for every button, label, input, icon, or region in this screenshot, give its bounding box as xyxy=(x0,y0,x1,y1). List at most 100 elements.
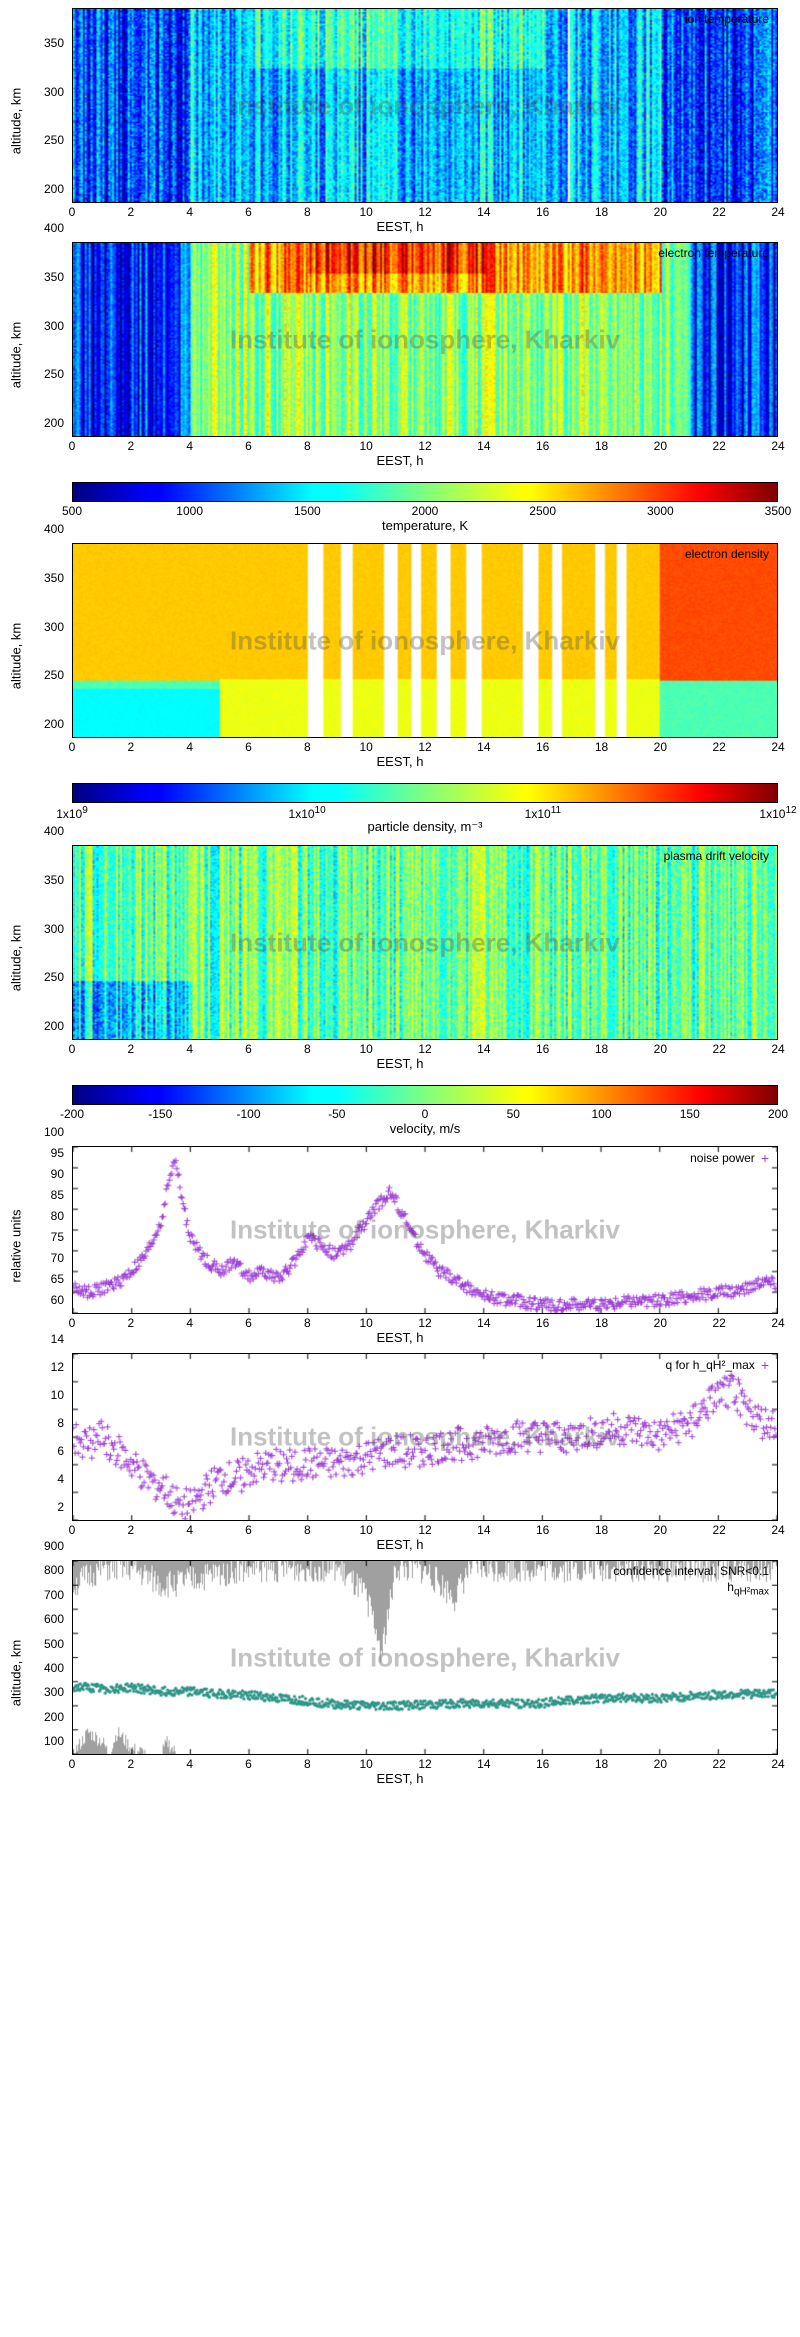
y-ticks: 2468101214 xyxy=(10,1353,70,1521)
x-ticks: 024681012141618202224 xyxy=(72,1314,778,1332)
colorbar-tick: -50 xyxy=(328,1107,345,1121)
heatmap-canvas xyxy=(73,243,777,436)
y-ticks: 6065707580859095100 xyxy=(10,1146,70,1314)
y-tick: 250 xyxy=(44,133,64,147)
scatter-canvas xyxy=(73,1147,777,1313)
x-tick: 6 xyxy=(245,1316,252,1330)
x-tick: 2 xyxy=(127,205,134,219)
x-tick: 8 xyxy=(304,1757,311,1771)
x-tick: 4 xyxy=(186,1316,193,1330)
y-tick: 350 xyxy=(44,36,64,50)
y-tick: 250 xyxy=(44,668,64,682)
x-tick: 6 xyxy=(245,205,252,219)
x-tick: 0 xyxy=(69,1316,76,1330)
colorbar-tick: 1x1012 xyxy=(759,805,796,821)
x-tick: 0 xyxy=(69,1042,76,1056)
heatmap-plot: electron temperatureInstitute of ionosph… xyxy=(72,242,778,437)
y-tick: 400 xyxy=(44,824,64,838)
colorbar-tick: -100 xyxy=(236,1107,260,1121)
y-ticks: 200250300350400 xyxy=(10,845,70,1040)
x-tick: 18 xyxy=(595,205,608,219)
colorbar-tick: 1500 xyxy=(294,504,321,518)
x-tick: 10 xyxy=(359,1523,372,1537)
x-tick: 0 xyxy=(69,205,76,219)
y-tick: 300 xyxy=(44,922,64,936)
y-tick: 4 xyxy=(57,1472,64,1486)
y-ticks: 200250300350400 xyxy=(10,543,70,738)
x-tick: 14 xyxy=(477,205,490,219)
x-label: EEST, h xyxy=(10,754,790,769)
x-tick: 20 xyxy=(654,1757,667,1771)
y-ticks: 200250300350400 xyxy=(10,242,70,437)
x-tick: 6 xyxy=(245,1757,252,1771)
x-tick: 2 xyxy=(127,740,134,754)
heatmap-plot: plasma drift velocityInstitute of ionosp… xyxy=(72,845,778,1040)
y-tick: 80 xyxy=(51,1209,64,1223)
y-tick: 800 xyxy=(44,1563,64,1577)
x-tick: 4 xyxy=(186,439,193,453)
x-tick: 18 xyxy=(595,740,608,754)
y-tick: 2 xyxy=(57,1500,64,1514)
x-ticks: 024681012141618202224 xyxy=(72,1755,778,1773)
x-tick: 24 xyxy=(771,1523,784,1537)
colorbar-tick: 50 xyxy=(507,1107,520,1121)
y-tick: 100 xyxy=(44,1734,64,1748)
scatter-plot: q for h_qH²_max+Institute of ionosphere,… xyxy=(72,1353,778,1521)
y-tick: 12 xyxy=(51,1360,64,1374)
x-tick: 4 xyxy=(186,740,193,754)
x-tick: 20 xyxy=(654,1523,667,1537)
y-tick: 350 xyxy=(44,571,64,585)
panel-confidence: altitude, kmconfidence interval, SNR<0.1… xyxy=(10,1560,790,1786)
x-tick: 10 xyxy=(359,1757,372,1771)
y-tick: 200 xyxy=(44,717,64,731)
x-tick: 12 xyxy=(418,439,431,453)
heatmap-plot: electron densityInstitute of ionosphere,… xyxy=(72,543,778,738)
x-tick: 24 xyxy=(771,205,784,219)
y-tick: 200 xyxy=(44,182,64,196)
panel-title: plasma drift velocity xyxy=(664,849,769,863)
x-tick: 18 xyxy=(595,1042,608,1056)
colorbar-tick: 0 xyxy=(422,1107,429,1121)
x-tick: 12 xyxy=(418,1757,431,1771)
colorbar-tick: 150 xyxy=(680,1107,700,1121)
x-tick: 8 xyxy=(304,439,311,453)
colorbar: 500100015002000250030003500temperature, … xyxy=(72,482,778,533)
legend-label: noise power xyxy=(690,1151,755,1165)
y-tick: 200 xyxy=(44,416,64,430)
x-tick: 0 xyxy=(69,439,76,453)
colorbar: -200-150-100-50050100150200velocity, m/s xyxy=(72,1085,778,1136)
panel-title: confidence interval, SNR<0.1hqH²max xyxy=(613,1564,769,1598)
confidence-plot: confidence interval, SNR<0.1hqH²maxInsti… xyxy=(72,1560,778,1755)
panel-electron_temp: altitude, kmelectron temperatureInstitut… xyxy=(10,242,790,468)
colorbar-tick: 1x109 xyxy=(56,805,88,821)
colorbar-tick: 3500 xyxy=(765,504,792,518)
y-tick: 500 xyxy=(44,1637,64,1651)
y-tick: 65 xyxy=(51,1272,64,1286)
panel-title: ion temperature xyxy=(685,12,769,26)
x-tick: 12 xyxy=(418,1042,431,1056)
y-tick: 400 xyxy=(44,1661,64,1675)
x-tick: 12 xyxy=(418,740,431,754)
y-tick: 90 xyxy=(51,1167,64,1181)
x-ticks: 024681012141618202224 xyxy=(72,437,778,455)
x-tick: 24 xyxy=(771,439,784,453)
x-tick: 24 xyxy=(771,740,784,754)
x-tick: 6 xyxy=(245,1523,252,1537)
x-tick: 2 xyxy=(127,1042,134,1056)
y-tick: 300 xyxy=(44,85,64,99)
x-tick: 14 xyxy=(477,1316,490,1330)
colorbar-tick: 1x1011 xyxy=(525,805,561,821)
colorbar-gradient xyxy=(72,1085,778,1105)
x-label: EEST, h xyxy=(10,1056,790,1071)
x-tick: 14 xyxy=(477,1042,490,1056)
y-tick: 400 xyxy=(44,522,64,536)
y-tick: 100 xyxy=(44,1125,64,1139)
colorbar-ticks: -200-150-100-50050100150200 xyxy=(72,1105,778,1123)
x-tick: 14 xyxy=(477,439,490,453)
x-tick: 20 xyxy=(654,740,667,754)
x-tick: 0 xyxy=(69,1523,76,1537)
colorbar-ticks: 1x1091x10101x10111x1012 xyxy=(72,803,778,821)
y-tick: 200 xyxy=(44,1710,64,1724)
x-label: EEST, h xyxy=(10,1771,790,1786)
x-tick: 6 xyxy=(245,1042,252,1056)
